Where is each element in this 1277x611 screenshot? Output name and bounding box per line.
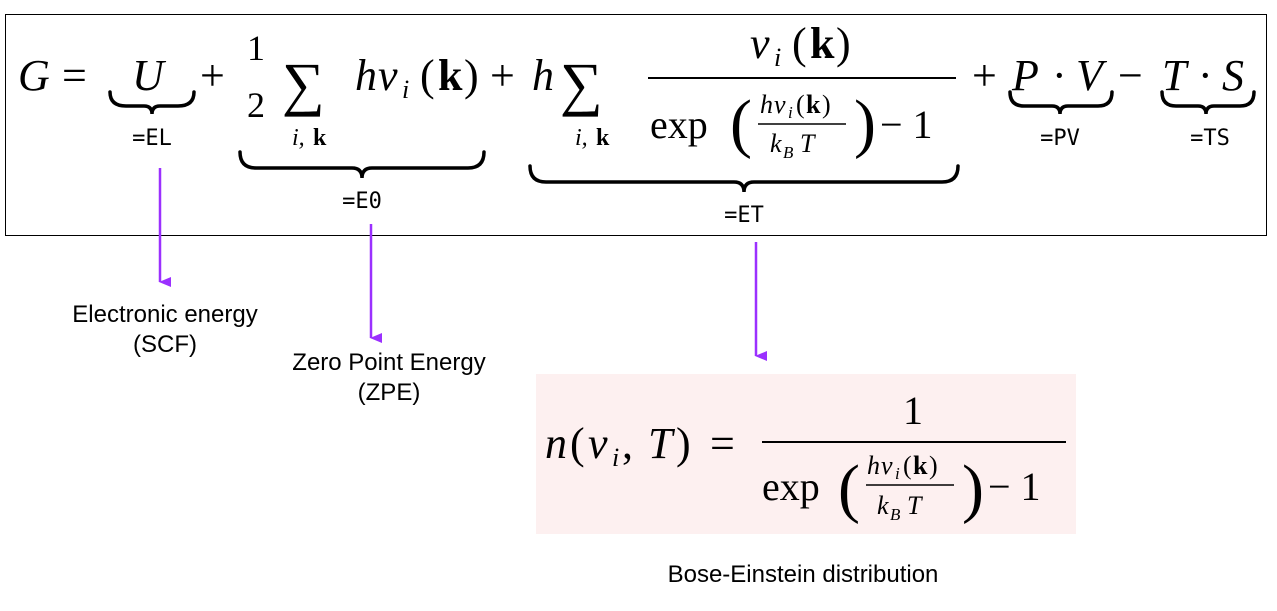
var-U: U xyxy=(132,51,167,100)
inner-nu: ν xyxy=(774,90,786,119)
plus-2: + xyxy=(490,51,515,100)
be-inner-lparen: ( xyxy=(903,451,912,480)
be-eq: = xyxy=(710,419,735,468)
inner-T: T xyxy=(800,129,816,158)
brace-PV xyxy=(1008,90,1114,115)
inner-nu-sub: i xyxy=(788,103,793,122)
plus-3: + xyxy=(972,51,997,100)
brace-EL xyxy=(108,90,196,115)
be-exp: exp xyxy=(762,464,820,509)
cdot-2: · xyxy=(1198,51,1213,100)
sum-sub-k-1: k xyxy=(313,125,327,151)
lparen-1: ( xyxy=(420,51,435,100)
var-G: G xyxy=(18,51,50,100)
be-inner-T: T xyxy=(907,491,923,520)
var-h-2: h xyxy=(532,51,554,100)
be-minus-one: − 1 xyxy=(988,464,1041,509)
label-electronic-line1: Electronic energy xyxy=(72,301,258,328)
be-inner-nu-sub: i xyxy=(895,464,900,483)
rparen-1: ) xyxy=(464,51,479,100)
be-inner-h: h xyxy=(867,451,880,480)
var-P: P xyxy=(1011,51,1039,100)
frac-num-lparen: ( xyxy=(792,19,807,68)
var-nu-1: ν xyxy=(378,51,398,100)
inner-lparen: ( xyxy=(796,90,805,119)
be-n: n xyxy=(545,419,567,468)
frac-num-k: k xyxy=(810,19,835,68)
frac-num-nu-sub: i xyxy=(774,43,781,72)
plus-1: + xyxy=(200,51,225,100)
be-T: T xyxy=(648,419,676,468)
half-numerator: 1 xyxy=(247,28,265,68)
label-zpe-line2: (ZPE) xyxy=(357,379,421,406)
sum-sign-1: ∑ xyxy=(282,51,325,117)
sum-sub-k-2: k xyxy=(596,125,610,151)
be-inner-kB: k xyxy=(877,491,889,520)
brace-ET xyxy=(528,164,960,193)
inner-k: k xyxy=(806,90,821,119)
brace-label-TS: =TS xyxy=(1190,126,1230,151)
brace-label-PV: =PV xyxy=(1040,126,1080,151)
be-inner-nu: ν xyxy=(881,451,893,480)
frac-den-minus-one: − 1 xyxy=(880,102,933,147)
be-lparen: ( xyxy=(570,419,585,468)
inner-rparen: ) xyxy=(822,90,831,119)
minus-sign: − xyxy=(1118,51,1143,100)
label-zero-point-energy: Zero Point Energy (ZPE) xyxy=(260,348,518,408)
brace-label-EL: =EL xyxy=(132,126,172,151)
sum-sub-i-1: i, xyxy=(292,125,305,151)
frac-den-lparen: ( xyxy=(730,87,752,160)
be-comma: , xyxy=(622,419,633,468)
be-big-lparen: ( xyxy=(838,452,860,525)
sum-sub-i-2: i, xyxy=(575,125,588,151)
eq-sign: = xyxy=(62,51,87,100)
frac-num-nu: ν xyxy=(750,19,770,68)
frac-num-rparen: ) xyxy=(836,19,851,68)
be-rparen: ) xyxy=(676,419,691,468)
label-electronic-energy: Electronic energy (SCF) xyxy=(40,300,290,360)
bose-einstein-box xyxy=(536,374,1076,534)
var-S: S xyxy=(1222,51,1244,100)
inner-h: h xyxy=(760,90,773,119)
label-zpe-line1: Zero Point Energy xyxy=(292,349,486,376)
brace-E0 xyxy=(238,150,486,179)
label-bose-einstein: Bose-Einstein distribution xyxy=(667,561,939,588)
sum-sign-2: ∑ xyxy=(560,51,603,117)
inner-kB: k xyxy=(770,129,782,158)
brace-label-ET: =ET xyxy=(724,203,764,228)
be-numerator-one: 1 xyxy=(903,388,923,433)
half-denominator: 2 xyxy=(247,85,265,125)
be-big-rparen: ) xyxy=(962,452,984,525)
brace-label-E0: =E0 xyxy=(342,189,382,214)
label-electronic-line2: (SCF) xyxy=(133,331,197,358)
be-nu-sub: i xyxy=(612,443,619,472)
nu-sub-1: i xyxy=(402,75,409,104)
var-T: T xyxy=(1162,51,1190,100)
be-inner-rparen: ) xyxy=(929,451,938,480)
be-inner-k: k xyxy=(913,451,928,480)
inner-kB-sub: B xyxy=(783,143,794,162)
frac-den-rparen: ) xyxy=(854,87,876,160)
be-nu: ν xyxy=(588,419,608,468)
frac-den-exp: exp xyxy=(650,102,708,147)
bold-k-1: k xyxy=(438,51,463,100)
var-h-1: h xyxy=(355,51,377,100)
equation-box xyxy=(5,14,1267,236)
var-V: V xyxy=(1076,51,1108,100)
cdot-1: · xyxy=(1052,51,1067,100)
brace-TS xyxy=(1160,90,1256,115)
be-inner-kB-sub: B xyxy=(890,505,901,524)
